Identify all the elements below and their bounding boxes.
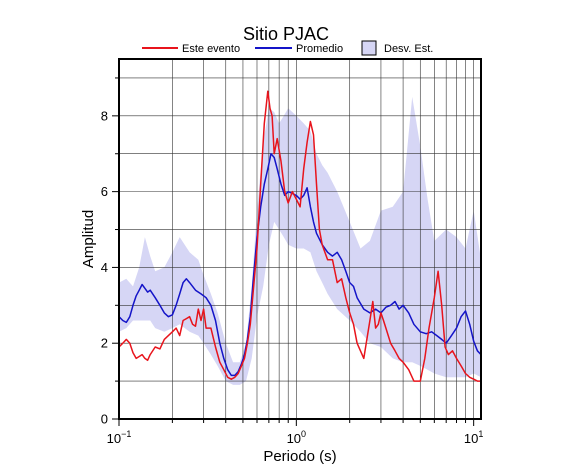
y-tick-label: 4: [101, 260, 108, 275]
x-tick-label: 101: [464, 429, 483, 446]
x-axis-title: Periodo (s): [263, 448, 336, 465]
x-tick-label: 10−1: [107, 429, 132, 446]
legend-label-este-evento: Este evento: [182, 43, 240, 55]
axis-labels: 0 2 4 6 8 10−1 100 101: [101, 108, 484, 446]
y-tick-label: 8: [101, 108, 108, 123]
legend-label-promedio: Promedio: [296, 43, 343, 55]
series-promedio-line: [119, 152, 481, 377]
y-tick-label: 0: [101, 412, 108, 427]
y-tick-label: 2: [101, 336, 108, 351]
axis-ticks: [112, 77, 475, 426]
y-tick-label: 6: [101, 184, 108, 199]
band-desv-est: [119, 96, 481, 385]
legend-label-desv-est: Desv. Est.: [384, 43, 433, 55]
y-axis-title: Amplitud: [80, 210, 97, 268]
chart-title: Sitio PJAC: [243, 24, 329, 44]
legend: Este evento Promedio Desv. Est.: [142, 40, 433, 56]
plot-band: [119, 96, 481, 385]
series-este-evento-line: [119, 90, 481, 382]
plot-grid: [119, 59, 481, 419]
legend-swatch-desv-est: [361, 40, 377, 56]
plot-lines: [119, 90, 481, 382]
x-tick-label: 100: [287, 429, 306, 446]
plot-frame: [118, 58, 482, 420]
